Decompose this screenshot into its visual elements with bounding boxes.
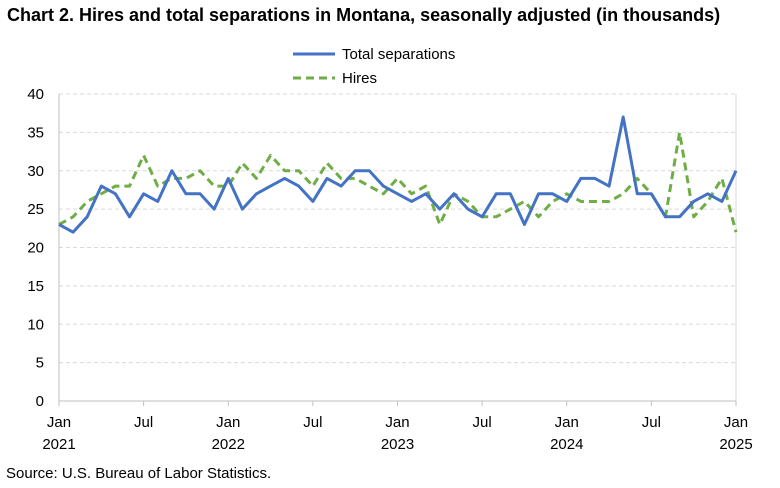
y-tick-label: 15	[27, 278, 44, 295]
x-tick-label-year: 2024	[550, 436, 583, 453]
x-tick-label-month: Jul	[473, 414, 492, 431]
y-tick-label: 30	[27, 163, 44, 180]
legend-total-separations-label: Total separations	[342, 46, 455, 63]
y-tick-label: 25	[27, 201, 44, 218]
legend-hires-label: Hires	[342, 70, 377, 87]
y-tick-label: 10	[27, 316, 44, 333]
x-axis-ticks: Jan 2021 Jul Jan 2022 Jul Jan 2023 Jul Jan 2024 Jul…	[42, 401, 753, 453]
x-tick-label-year: 2022	[212, 436, 245, 453]
x-tick-label-month: Jan	[385, 414, 409, 431]
y-tick-label: 5	[36, 355, 44, 372]
x-tick-label-month: Jul	[642, 414, 661, 431]
x-tick-label-month: Jan	[724, 414, 748, 431]
total-separations-line	[58, 115, 738, 234]
y-axis-ticks: 0 5 10 15 20 25 30 35 40	[27, 86, 44, 410]
y-tick-label: 0	[36, 393, 44, 410]
x-tick-label-month: Jan	[555, 414, 579, 431]
gridlines	[59, 93, 736, 364]
source-note: Source: U.S. Bureau of Labor Statistics.	[6, 465, 272, 482]
x-tick-label-year: 2023	[381, 436, 414, 453]
y-tick-label: 20	[27, 240, 44, 257]
y-tick-label: 40	[27, 86, 44, 103]
x-tick-label-month: Jan	[216, 414, 240, 431]
x-tick-label-month: Jan	[47, 414, 71, 431]
x-tick-label-month: Jul	[303, 414, 322, 431]
x-tick-label-month: Jul	[134, 414, 153, 431]
x-tick-label-year: 2021	[42, 436, 75, 453]
legend: Total separations Hires	[293, 46, 455, 87]
y-tick-label: 35	[27, 124, 44, 141]
series-lines	[58, 115, 738, 234]
x-tick-label-year: 2025	[719, 436, 752, 453]
chart-title: Chart 2. Hires and total separations in …	[7, 5, 721, 25]
